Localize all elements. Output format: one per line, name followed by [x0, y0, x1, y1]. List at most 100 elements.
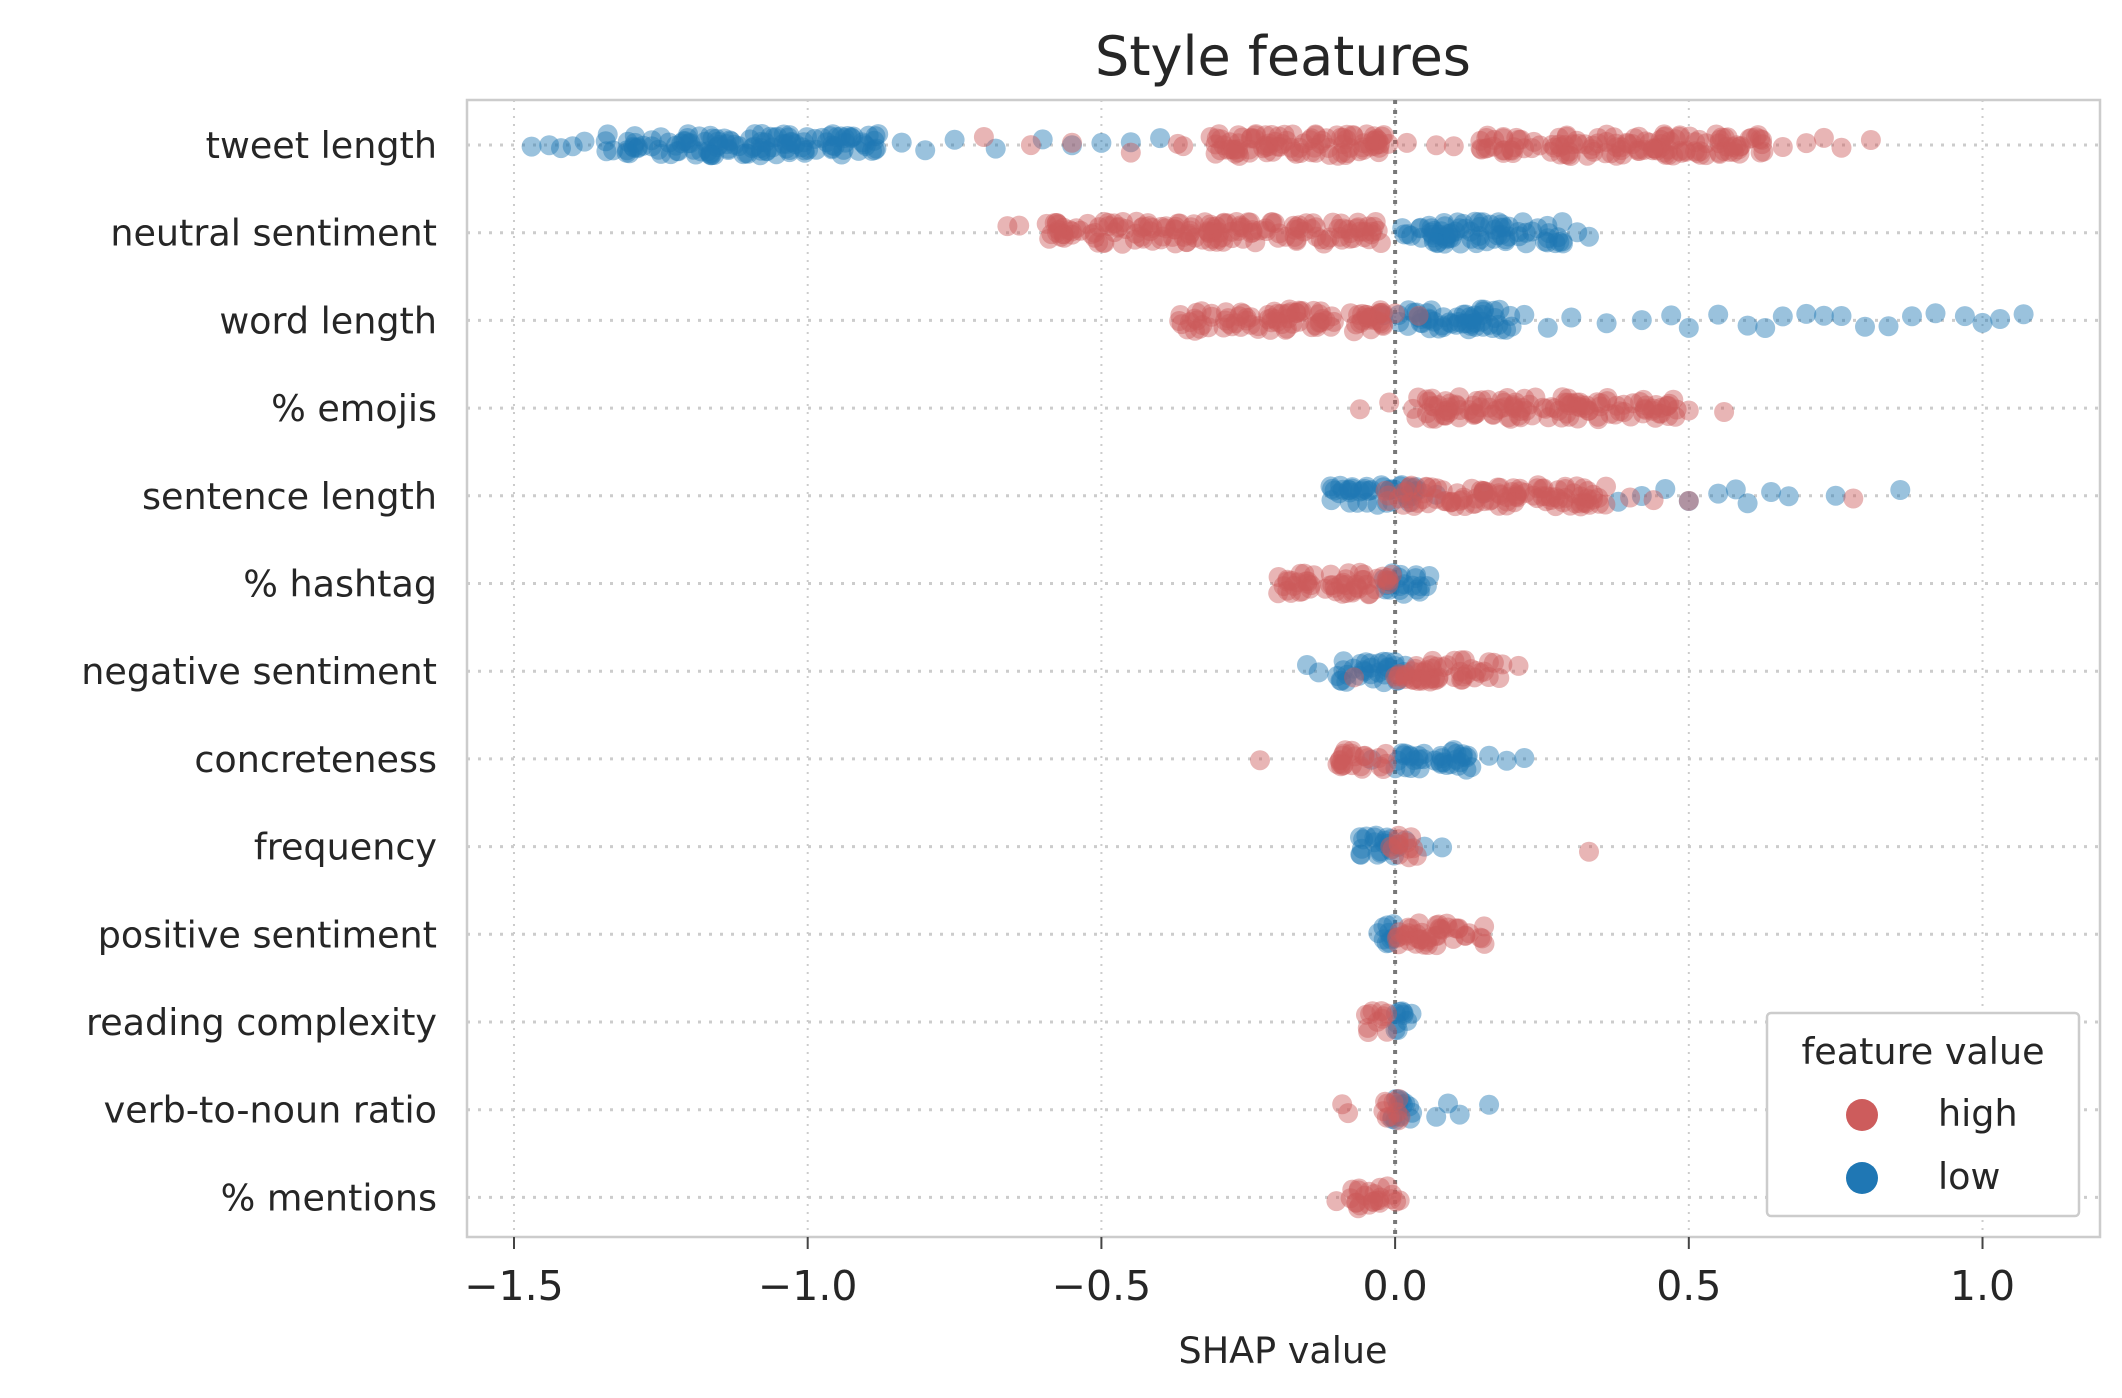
- data-point-low: [1596, 313, 1617, 334]
- data-point-low: [751, 131, 771, 152]
- data-point-high: [1309, 304, 1329, 325]
- data-point-low: [1349, 665, 1370, 686]
- data-point-low: [1308, 662, 1329, 683]
- data-point-low: [1399, 492, 1420, 513]
- data-point-low: [1399, 477, 1419, 498]
- data-point-high: [1241, 223, 1262, 243]
- data-point-high: [1115, 219, 1136, 239]
- data-point-low: [1393, 1004, 1414, 1025]
- data-point-high: [1268, 126, 1289, 147]
- data-point-high: [1350, 562, 1370, 583]
- data-point-high: [1375, 480, 1396, 501]
- data-point-high: [1393, 494, 1414, 515]
- data-point-low: [1447, 212, 1468, 233]
- data-point-high: [1370, 756, 1391, 777]
- data-point-high: [1448, 918, 1469, 939]
- data-point-high: [1340, 1188, 1361, 1209]
- data-point-high: [1296, 571, 1317, 592]
- data-point-high: [1275, 226, 1296, 247]
- data-point-high: [1669, 126, 1690, 147]
- data-point-high: [1371, 313, 1392, 334]
- data-point-high: [1494, 397, 1515, 418]
- data-point-high: [1426, 925, 1447, 946]
- data-point-high: [1301, 575, 1321, 596]
- series-low-points: [1373, 563, 1440, 604]
- data-point-high: [1250, 750, 1270, 771]
- legend: feature value high low: [1765, 1011, 2081, 1218]
- data-point-high: [1501, 140, 1522, 161]
- data-point-high: [1596, 124, 1617, 145]
- data-point-low: [1438, 1093, 1458, 1114]
- data-point-high: [1244, 128, 1265, 149]
- data-point-low: [1410, 217, 1431, 238]
- data-point-high: [1366, 128, 1387, 149]
- data-point-high: [1265, 309, 1286, 330]
- data-point-low: [1032, 129, 1053, 150]
- data-point-high: [1346, 574, 1367, 595]
- data-point-high: [1289, 137, 1310, 158]
- data-point-high: [1233, 217, 1253, 238]
- data-point-high: [1383, 1092, 1404, 1113]
- data-point-high: [1349, 1195, 1370, 1216]
- data-point-low: [1400, 758, 1421, 778]
- data-point-high: [1350, 756, 1371, 777]
- data-point-high: [1449, 490, 1470, 511]
- data-point-high: [1483, 652, 1504, 673]
- data-point-high: [1201, 303, 1222, 324]
- data-point-low: [1431, 221, 1452, 242]
- data-point-low: [1434, 233, 1455, 254]
- data-point-high: [1310, 133, 1331, 154]
- data-point-high: [1512, 397, 1533, 418]
- data-point-low: [1366, 825, 1386, 846]
- data-point-low: [539, 135, 560, 156]
- data-point-high: [1416, 660, 1437, 681]
- data-point-high: [1486, 400, 1507, 421]
- data-point-high: [1283, 215, 1304, 236]
- data-point-high: [1267, 136, 1288, 157]
- data-point-high: [1595, 143, 1616, 164]
- data-point-high: [1471, 390, 1492, 411]
- series-low-points: [1320, 475, 1911, 515]
- data-point-high: [1305, 142, 1326, 163]
- data-point-high: [1423, 396, 1444, 417]
- data-point-high: [1578, 400, 1599, 421]
- data-point-high: [1281, 137, 1301, 158]
- data-point-low: [1364, 832, 1385, 853]
- data-point-high: [1587, 406, 1608, 427]
- data-point-high: [1435, 405, 1456, 426]
- data-point-high: [1406, 924, 1427, 945]
- data-point-high: [1336, 583, 1357, 603]
- data-point-high: [1205, 143, 1226, 164]
- data-point-high: [1061, 221, 1082, 242]
- data-point-low: [764, 127, 785, 148]
- data-point-high: [1465, 488, 1486, 509]
- data-point-low: [1441, 227, 1462, 248]
- data-point-high: [1646, 395, 1666, 415]
- data-point-high: [1386, 1191, 1407, 1212]
- data-point-low: [1382, 491, 1403, 512]
- data-point-high: [1474, 661, 1495, 682]
- data-point-high: [1611, 140, 1632, 161]
- data-point-low: [708, 131, 728, 152]
- data-point-high: [1155, 218, 1176, 239]
- data-point-high: [1663, 145, 1684, 166]
- data-point-low: [1456, 759, 1477, 780]
- data-point-low: [1382, 1108, 1403, 1129]
- data-point-high: [1215, 302, 1236, 323]
- data-point-low: [1350, 844, 1371, 865]
- data-point-high: [1399, 476, 1420, 497]
- data-point-low: [689, 126, 710, 147]
- data-point-low: [1545, 233, 1566, 254]
- data-point-low: [1120, 132, 1141, 153]
- data-point-high: [1474, 491, 1495, 512]
- data-point-high: [1277, 569, 1298, 590]
- data-point-high: [1478, 389, 1498, 410]
- data-point-low: [1498, 226, 1519, 247]
- data-point-low: [617, 131, 638, 152]
- data-point-low: [1351, 838, 1372, 859]
- data-point-high: [1717, 127, 1738, 148]
- data-point-low: [1778, 486, 1799, 507]
- data-point-low: [724, 134, 745, 155]
- data-point-high: [1606, 137, 1627, 158]
- data-point-high: [1620, 487, 1641, 508]
